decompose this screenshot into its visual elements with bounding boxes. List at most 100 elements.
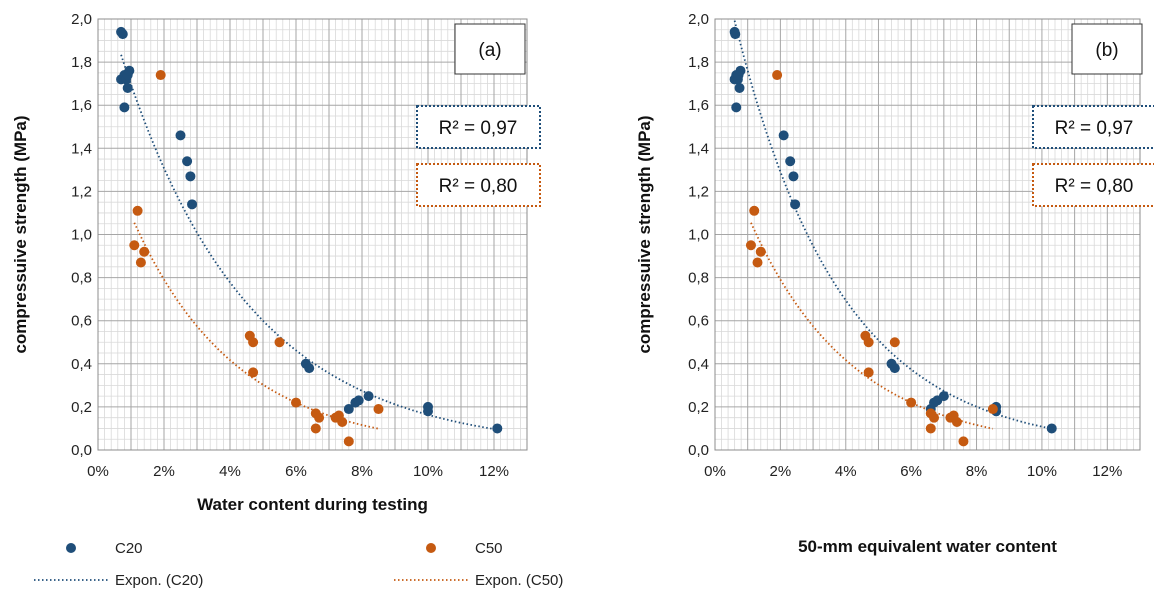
x-tick-label: 0%	[87, 463, 109, 480]
x-tick-label: 6%	[285, 463, 307, 480]
data-point-c50	[132, 205, 143, 216]
y-tick-label: 1,0	[688, 227, 709, 244]
y-tick-label: 1,4	[71, 140, 92, 157]
data-point-c20	[187, 199, 198, 210]
y-tick-label: 0,2	[71, 399, 92, 416]
y-tick-label: 0,8	[71, 270, 92, 287]
data-point-c20	[785, 156, 796, 167]
data-point-c50	[274, 337, 285, 348]
r2-label: R² = 0,80	[439, 176, 518, 197]
legend-marker-c50	[426, 543, 436, 553]
data-point-c20	[730, 29, 741, 40]
y-tick-label: 1,0	[71, 227, 92, 244]
data-point-c20	[304, 363, 315, 374]
y-tick-label: 1,6	[688, 97, 709, 114]
r2-box-c50	[1032, 163, 1154, 207]
y-tick-label: 1,2	[71, 183, 92, 200]
y-tick-label: 1,8	[688, 54, 709, 71]
x-tick-label: 2%	[153, 463, 175, 480]
x-tick-label: 12%	[479, 463, 509, 480]
data-point-c50	[343, 436, 354, 447]
x-tick-label: 8%	[966, 463, 988, 480]
y-tick-label: 1,6	[71, 97, 92, 114]
y-tick-label: 0,4	[71, 356, 92, 373]
x-tick-label: 0%	[704, 463, 726, 480]
y-axis-title: compressuive strength (MPa)	[11, 115, 30, 353]
data-point-c50	[155, 70, 166, 81]
chart-panel-a: 0% 2% 4% 6% 8% 10% 12% 0,0 0,2 0,4 0,6 0,8 1,0 1,2 1,4…	[11, 11, 541, 514]
data-point-c50	[310, 423, 321, 434]
data-point-c20	[119, 102, 130, 113]
panel-label-box	[1071, 23, 1143, 75]
chart-panel-b: 0% 2% 4% 6% 8% 10% 12% 0,0 0,2 0,4 0,6 0,8 1,0 1,2 1,4…	[635, 11, 1154, 556]
y-tick-label: 1,2	[688, 183, 709, 200]
legend-label: C20	[115, 540, 143, 557]
legend: C20 C50 Expon. (C20) Expon. (C50)	[34, 540, 563, 589]
y-tick-label: 0,0	[71, 442, 92, 459]
data-point-c20	[1046, 423, 1057, 434]
data-point-c20	[788, 171, 799, 182]
y-tick-label: 0,6	[688, 313, 709, 330]
r2-label: R² = 0,80	[1055, 176, 1134, 197]
data-point-c20	[185, 171, 196, 182]
data-point-c50	[337, 416, 348, 427]
x-tick-label: 8%	[351, 463, 373, 480]
r2-box-c20	[416, 105, 541, 149]
data-point-c20	[492, 423, 503, 434]
y-tick-label: 1,8	[71, 54, 92, 71]
x-axis-title: Water content during testing	[197, 495, 428, 514]
data-point-c20	[343, 404, 354, 415]
y-tick-label: 0,0	[688, 442, 709, 459]
trendline-c50	[750, 222, 994, 430]
plot-area	[714, 18, 1141, 451]
r2-label: R² = 0,97	[1055, 118, 1134, 139]
data-point-c20	[734, 82, 745, 93]
data-point-c50	[906, 397, 917, 408]
data-point-c20	[122, 82, 133, 93]
y-tick-label: 2,0	[688, 11, 709, 28]
data-point-c50	[139, 246, 150, 257]
data-point-c50	[925, 423, 936, 434]
data-point-c20	[124, 65, 135, 76]
y-axis-title: compressuive strength (MPa)	[635, 115, 654, 353]
data-point-c50	[135, 257, 146, 268]
data-point-c20	[175, 130, 186, 141]
x-tick-label: 6%	[900, 463, 922, 480]
data-point-c50	[314, 412, 325, 423]
data-point-c50	[863, 337, 874, 348]
x-tick-label: 12%	[1092, 463, 1122, 480]
data-point-c50	[929, 412, 940, 423]
x-tick-label: 4%	[835, 463, 857, 480]
panel-label: (b)	[1095, 40, 1118, 61]
data-point-c20	[423, 406, 433, 417]
r2-label: R² = 0,97	[439, 118, 518, 139]
data-point-c50	[987, 404, 998, 415]
data-point-c20	[790, 199, 801, 210]
data-point-c50	[373, 404, 384, 415]
data-point-c50	[248, 367, 259, 378]
legend-label: Expon. (C50)	[475, 572, 563, 589]
y-tick-label: 2,0	[71, 11, 92, 28]
panel-label-box	[454, 23, 526, 75]
data-point-c50	[752, 257, 763, 268]
data-point-c50	[745, 240, 756, 251]
data-point-c50	[755, 246, 766, 257]
r2-box-c20	[1032, 105, 1154, 149]
legend-label: C50	[475, 540, 503, 557]
x-axis-title: 50-mm equivalent water content	[798, 537, 1057, 556]
data-point-c50	[958, 436, 969, 447]
x-tick-label: 10%	[413, 463, 443, 480]
data-point-c50	[772, 70, 783, 81]
panel-label: (a)	[478, 40, 501, 61]
data-point-c20	[117, 29, 128, 40]
legend-label: Expon. (C20)	[115, 572, 203, 589]
data-point-c50	[291, 397, 301, 408]
y-tick-label: 0,4	[688, 356, 709, 373]
x-tick-label: 2%	[770, 463, 792, 480]
legend-marker-c20	[66, 543, 76, 553]
x-tick-label: 4%	[219, 463, 241, 480]
data-point-c20	[735, 65, 746, 76]
data-point-c20	[938, 391, 949, 402]
plot-area	[97, 18, 528, 451]
